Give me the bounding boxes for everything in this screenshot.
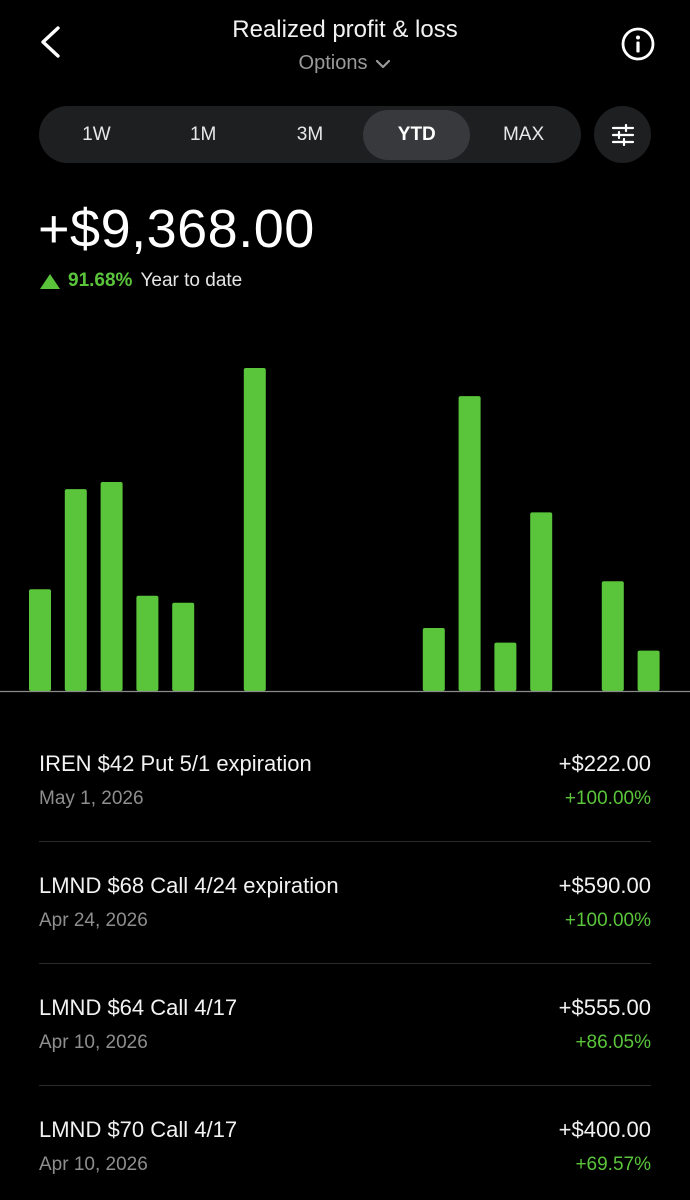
- tab-1m[interactable]: 1M: [189, 123, 217, 145]
- position-date: Apr 10, 2026: [39, 1154, 148, 1175]
- info-icon: [621, 27, 655, 61]
- position-amount: +$222.00: [558, 751, 651, 776]
- back-button[interactable]: [30, 22, 70, 62]
- info-button[interactable]: [620, 26, 656, 62]
- percent-value: 91.68%: [68, 270, 133, 291]
- position-percent: +69.57%: [575, 1154, 651, 1175]
- chart-bar[interactable]: [494, 642, 517, 691]
- tab-ytd[interactable]: YTD: [363, 109, 471, 160]
- pnl-bar-chart[interactable]: [0, 340, 690, 702]
- chart-bar[interactable]: [243, 368, 266, 691]
- sliders-icon: [611, 123, 634, 146]
- chart-bar[interactable]: [136, 595, 159, 691]
- position-date: May 1, 2026: [39, 788, 144, 809]
- position-amount: +$590.00: [558, 873, 651, 898]
- category-dropdown[interactable]: Options: [0, 52, 690, 75]
- chart-bar[interactable]: [530, 512, 553, 691]
- list-item[interactable]: IREN $42 Put 5/1 expiration May 1, 2026 …: [39, 720, 651, 842]
- chart-bar[interactable]: [601, 581, 624, 691]
- chart-bar[interactable]: [458, 396, 481, 691]
- filter-button[interactable]: [594, 106, 651, 163]
- positions-list: IREN $42 Put 5/1 expiration May 1, 2026 …: [39, 720, 651, 1200]
- tab-1w[interactable]: 1W: [82, 123, 111, 145]
- chart-bar[interactable]: [100, 482, 123, 691]
- position-amount: +$400.00: [558, 1117, 651, 1142]
- list-item[interactable]: LMND $64 Call 4/17 Apr 10, 2026 +$555.00…: [39, 964, 651, 1086]
- tab-max[interactable]: MAX: [502, 123, 545, 145]
- position-name: IREN $42 Put 5/1 expiration: [39, 751, 312, 776]
- chart-bar[interactable]: [29, 589, 51, 691]
- position-percent: +100.00%: [564, 788, 651, 809]
- tab-3m[interactable]: 3M: [296, 123, 324, 145]
- chart-bar[interactable]: [637, 650, 660, 691]
- position-date: Apr 10, 2026: [39, 1032, 148, 1053]
- chart-bar[interactable]: [422, 628, 445, 691]
- total-realized-pnl: +$9,368.00: [38, 199, 315, 259]
- position-amount: +$555.00: [558, 995, 651, 1020]
- position-name: LMND $68 Call 4/24 expiration: [39, 873, 339, 898]
- position-date: Apr 24, 2026: [39, 910, 148, 931]
- list-item[interactable]: LMND $70 Call 4/17 Apr 10, 2026 +$400.00…: [39, 1086, 651, 1200]
- list-item[interactable]: LMND $68 Call 4/24 expiration Apr 24, 20…: [39, 842, 651, 964]
- category-label: Options: [298, 52, 368, 74]
- chart-bar[interactable]: [172, 602, 195, 691]
- position-percent: +100.00%: [564, 910, 651, 931]
- percent-change: 91.68% Year to date: [40, 270, 242, 292]
- chart-bar[interactable]: [64, 489, 87, 691]
- chevron-down-icon: [376, 59, 391, 68]
- position-percent: +86.05%: [575, 1032, 651, 1053]
- position-name: LMND $70 Call 4/17: [39, 1117, 238, 1142]
- up-triangle-icon: [40, 273, 60, 289]
- position-name: LMND $64 Call 4/17: [39, 995, 238, 1020]
- page-title: Realized profit & loss: [232, 16, 458, 43]
- chevron-left-icon: [41, 26, 60, 58]
- period-label: Year to date: [140, 270, 243, 291]
- timeframe-tabs: 1W 1M 3M YTD MAX: [39, 106, 581, 163]
